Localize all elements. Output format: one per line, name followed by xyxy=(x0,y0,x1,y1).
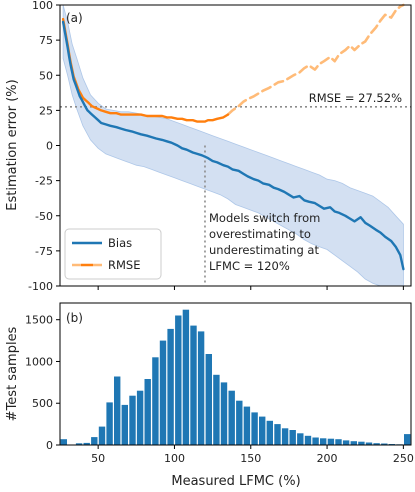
legend-box xyxy=(64,228,162,280)
histogram-bar xyxy=(129,395,136,445)
histogram-bar xyxy=(243,406,251,445)
y-ticks-b: 0 500 1000 1500 xyxy=(25,314,60,452)
histogram-bar xyxy=(220,382,228,445)
histogram-bar xyxy=(182,309,190,445)
histogram-bar xyxy=(373,443,380,445)
y-tick-label: 100 xyxy=(32,0,53,12)
x-axis-label: Measured LFMC (%) xyxy=(171,474,300,489)
histogram-bar xyxy=(213,374,220,445)
annotation-line-2: overestimating to xyxy=(209,227,311,241)
histogram-bar xyxy=(251,412,258,445)
histogram-bar xyxy=(259,416,266,445)
y-axis-label-b: #Test samples xyxy=(5,326,20,421)
bias-line xyxy=(61,20,405,271)
histogram-bar xyxy=(114,376,121,445)
histogram-bar xyxy=(98,426,106,445)
histogram-bar xyxy=(350,441,357,445)
panel-label-b: (b) xyxy=(66,311,83,325)
x-tick-label: 150 xyxy=(240,452,261,465)
y-tick-label: -100 xyxy=(28,280,53,293)
series-lines xyxy=(61,3,405,271)
histogram-bar xyxy=(106,402,113,445)
y-tick-label: -50 xyxy=(35,210,53,223)
reference-lines xyxy=(60,106,411,286)
annotation-line-1: Models switch from xyxy=(209,211,320,225)
panel-b: 0 500 1000 1500 50 100 150 200 250 (b) #Test sa… xyxy=(5,302,414,489)
annotation-line-3: underestimating at xyxy=(209,243,319,257)
histogram-bar xyxy=(342,440,350,445)
histogram-bar xyxy=(297,433,304,445)
histogram-bar xyxy=(205,354,212,445)
histogram-bar xyxy=(228,390,235,445)
histogram-bar xyxy=(289,430,296,445)
histogram-bar xyxy=(327,438,335,445)
legend-rmse-label: RMSE xyxy=(108,258,140,272)
histogram-bar xyxy=(266,420,273,445)
switch-annotation: Models switch from overestimating to und… xyxy=(209,211,320,273)
x-tick-label: 200 xyxy=(317,452,338,465)
x-ticks-b: 50 100 150 200 250 xyxy=(91,445,414,465)
histogram-bar xyxy=(197,331,205,445)
histogram-bar xyxy=(281,428,289,445)
histogram-bar xyxy=(381,443,388,445)
x-tick-label: 50 xyxy=(91,452,105,465)
panel-label-a: (a) xyxy=(66,11,83,25)
histogram-bar xyxy=(236,400,243,445)
histogram-bar xyxy=(365,442,373,445)
legend: Bias RMSE xyxy=(64,228,162,280)
histogram-bar xyxy=(358,441,365,445)
y-axis-label-a: Estimation error (%) xyxy=(5,79,20,210)
histogram-bar xyxy=(404,434,411,445)
y-tick-label: 0 xyxy=(46,140,53,153)
histogram-bar xyxy=(159,340,167,445)
annotation-line-4: LFMC = 120% xyxy=(209,259,290,273)
histogram-bar xyxy=(312,437,319,445)
histogram-bar xyxy=(144,379,151,445)
rmse-extended-line xyxy=(226,3,405,116)
x-tick-label: 100 xyxy=(164,452,185,465)
y-tick-label: 1000 xyxy=(25,355,53,368)
legend-bias-label: Bias xyxy=(108,236,132,250)
rmse-value-label: RMSE = 27.52% xyxy=(309,91,402,105)
y-tick-label: -25 xyxy=(35,175,53,188)
histogram-bar xyxy=(274,424,281,445)
histogram-bar xyxy=(335,439,342,445)
histogram-bar xyxy=(136,390,144,445)
histogram-bar xyxy=(175,315,182,445)
histogram-bar xyxy=(320,438,327,445)
y-ticks-a: -100 -75 -50 -25 0 25 50 75 100 xyxy=(28,0,60,293)
y-tick-label: 500 xyxy=(32,397,53,410)
histogram-bar xyxy=(167,328,174,445)
y-tick-label: 50 xyxy=(39,69,53,82)
histogram-bar xyxy=(75,443,83,445)
histogram-bar xyxy=(304,435,312,445)
y-tick-label: -75 xyxy=(35,245,53,258)
histogram-bar xyxy=(60,439,67,445)
y-tick-label: 0 xyxy=(46,439,53,452)
y-tick-label: 25 xyxy=(39,104,53,117)
histogram-bar xyxy=(83,442,90,445)
y-tick-label: 75 xyxy=(39,34,53,47)
x-ticks-a xyxy=(97,286,404,290)
histogram-bars xyxy=(60,309,411,445)
histogram-bar xyxy=(152,357,159,445)
axes-frame-b xyxy=(59,302,412,446)
panel-a: -100 -75 -50 -25 0 25 50 75 100 (a) RMSE = 27.52… xyxy=(5,0,412,293)
y-tick-label: 1500 xyxy=(25,314,53,327)
x-tick-label: 250 xyxy=(393,452,414,465)
histogram-bar xyxy=(121,404,128,445)
histogram-bar xyxy=(190,325,197,445)
histogram-bar xyxy=(91,437,98,445)
